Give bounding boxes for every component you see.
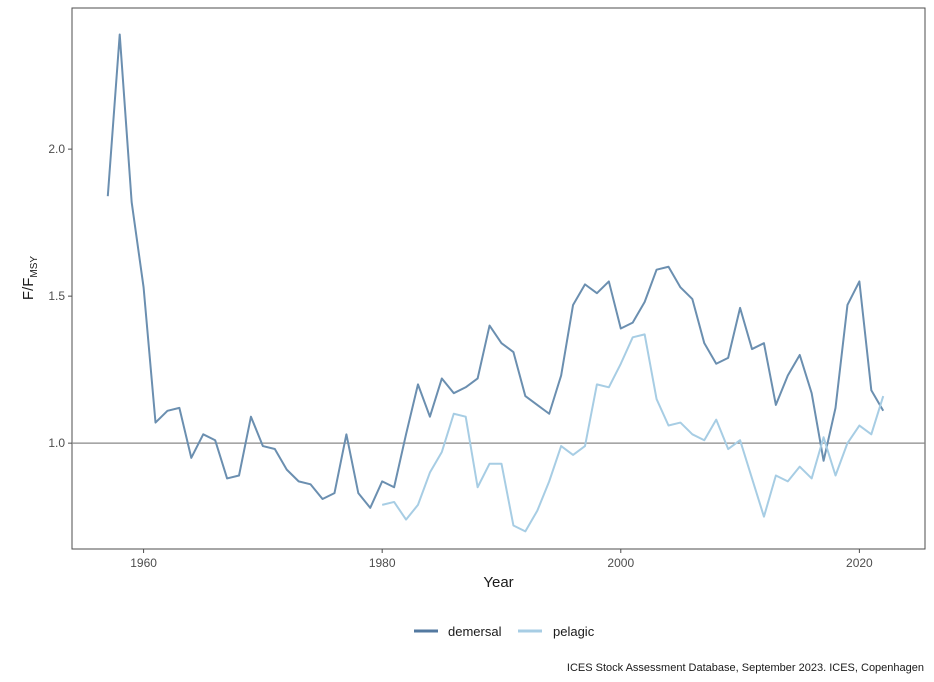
x-tick-label: 2000 [607, 556, 634, 570]
y-axis-title: F/FMSY [20, 256, 40, 301]
legend-label-demersal: demersal [448, 624, 502, 639]
x-axis: 1960 1980 2000 2020 [130, 549, 873, 570]
y-tick-label: 2.0 [48, 142, 65, 156]
x-axis-title: Year [483, 574, 513, 591]
x-tick-label: 1960 [130, 556, 157, 570]
series-line-pelagic [381, 333, 885, 533]
x-tick-label: 2020 [846, 556, 873, 570]
y-axis-title-subscript: MSY [29, 256, 40, 278]
y-axis: 1.0 1.5 2.0 [48, 142, 72, 450]
series-line-demersal [106, 33, 885, 509]
x-tick-label: 1980 [369, 556, 396, 570]
legend-label-pelagic: pelagic [553, 624, 595, 639]
legend: demersal pelagic [414, 624, 595, 639]
series-lines [106, 33, 885, 533]
y-tick-label: 1.0 [48, 436, 65, 450]
y-tick-label: 1.5 [48, 289, 65, 303]
svg-text:F/FMSY: F/FMSY [20, 256, 40, 301]
y-axis-title-main: F/F [20, 278, 37, 301]
caption: ICES Stock Assessment Database, Septembe… [567, 662, 924, 674]
plot-panel [71, 7, 926, 550]
